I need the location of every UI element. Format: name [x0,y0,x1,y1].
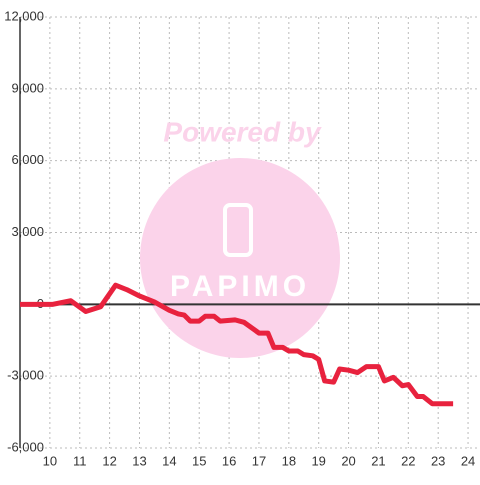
x-tick-label: 11 [73,453,87,468]
watermark-logo: PAPIMO [140,158,340,358]
x-tick-label: 16 [222,453,236,468]
x-tick-label: 14 [162,453,176,468]
watermark-text: Powered by [163,116,322,147]
y-tick-label: 3,000 [11,224,44,239]
y-tick-label: 9,000 [11,80,44,95]
x-tick-label: 21 [371,453,385,468]
x-tick-label: 12 [102,453,116,468]
x-tick-label: 17 [252,453,266,468]
x-tick-label: 15 [192,453,206,468]
x-tick-label: 23 [431,453,445,468]
x-tick-label: 24 [461,453,475,468]
x-tick-label: 20 [341,453,355,468]
x-tick-label: 10 [43,453,57,468]
data-line [20,282,454,407]
y-tick-label: 12,000 [4,8,44,23]
x-tick-label: 19 [311,453,325,468]
x-tick-label: 18 [282,453,296,468]
x-tick-label: 13 [132,453,146,468]
y-tick-label: -3,000 [7,368,44,383]
svg-text:PAPIMO: PAPIMO [170,270,310,303]
x-tick-label: 22 [401,453,415,468]
y-tick-label: -6,000 [7,439,44,454]
y-tick-label: 6,000 [11,152,44,167]
